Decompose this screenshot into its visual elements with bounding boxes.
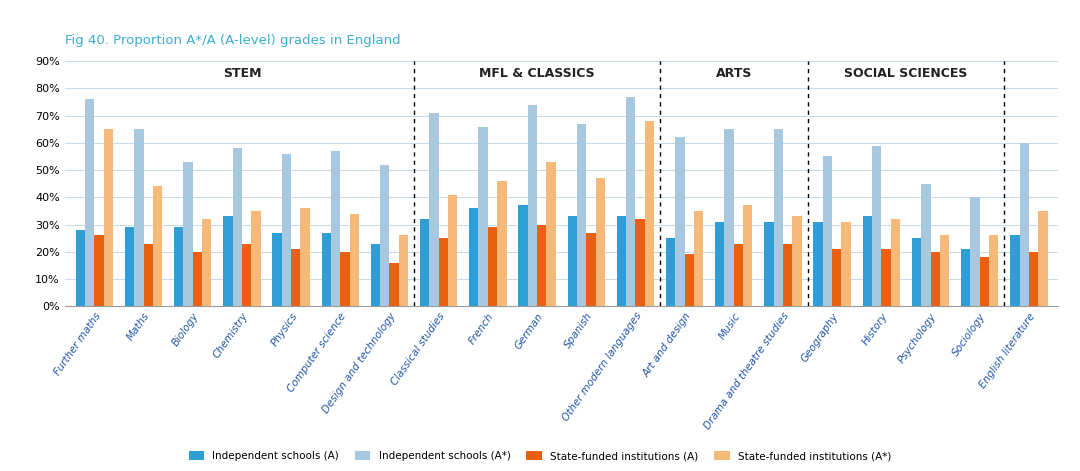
Bar bbox=[282, 154, 292, 306]
Bar bbox=[546, 162, 556, 306]
Bar bbox=[980, 257, 989, 306]
Bar bbox=[134, 129, 144, 306]
Bar bbox=[94, 236, 104, 306]
Bar bbox=[773, 129, 783, 306]
Bar bbox=[350, 214, 359, 306]
Bar bbox=[518, 205, 528, 306]
Bar bbox=[242, 244, 252, 306]
Bar bbox=[330, 151, 340, 306]
Bar bbox=[85, 99, 94, 306]
Bar bbox=[586, 233, 595, 306]
Bar bbox=[370, 244, 380, 306]
Bar bbox=[841, 222, 851, 306]
Bar bbox=[184, 162, 192, 306]
Bar bbox=[1029, 252, 1038, 306]
Bar bbox=[488, 227, 497, 306]
Bar bbox=[567, 216, 577, 306]
Bar bbox=[912, 238, 921, 306]
Legend: Independent schools (A), Independent schools (A*), State-funded institutions (A): Independent schools (A), Independent sch… bbox=[189, 451, 891, 461]
Bar bbox=[970, 197, 980, 306]
Bar bbox=[202, 219, 212, 306]
Bar bbox=[380, 165, 390, 306]
Bar bbox=[469, 208, 478, 306]
Bar bbox=[1010, 236, 1020, 306]
Bar bbox=[577, 124, 586, 306]
Bar bbox=[125, 227, 134, 306]
Bar bbox=[340, 252, 350, 306]
Bar bbox=[863, 216, 872, 306]
Bar bbox=[626, 97, 635, 306]
Bar bbox=[675, 138, 685, 306]
Text: Fig 40. Proportion A*/A (A-level) grades in England: Fig 40. Proportion A*/A (A-level) grades… bbox=[65, 34, 401, 47]
Bar bbox=[961, 249, 970, 306]
Bar bbox=[595, 178, 605, 306]
Bar bbox=[537, 225, 546, 306]
Bar bbox=[399, 236, 408, 306]
Bar bbox=[733, 244, 743, 306]
Bar bbox=[940, 236, 949, 306]
Bar bbox=[478, 127, 488, 306]
Bar bbox=[429, 113, 438, 306]
Bar bbox=[715, 222, 725, 306]
Bar bbox=[783, 244, 793, 306]
Bar bbox=[635, 219, 645, 306]
Bar bbox=[617, 216, 626, 306]
Text: ARTS: ARTS bbox=[716, 67, 752, 80]
Bar bbox=[743, 205, 753, 306]
Bar bbox=[931, 252, 940, 306]
Bar bbox=[252, 211, 260, 306]
Bar bbox=[390, 263, 399, 306]
Bar bbox=[793, 216, 801, 306]
Bar bbox=[153, 187, 162, 306]
Bar bbox=[891, 219, 900, 306]
Text: MFL & CLASSICS: MFL & CLASSICS bbox=[480, 67, 595, 80]
Bar bbox=[685, 254, 694, 306]
Bar bbox=[989, 236, 998, 306]
Bar bbox=[448, 195, 457, 306]
Bar bbox=[813, 222, 823, 306]
Bar bbox=[104, 129, 113, 306]
Bar bbox=[224, 216, 232, 306]
Bar bbox=[832, 249, 841, 306]
Bar bbox=[497, 181, 507, 306]
Bar bbox=[872, 146, 881, 306]
Bar bbox=[528, 105, 537, 306]
Bar bbox=[1020, 143, 1029, 306]
Bar bbox=[881, 249, 891, 306]
Bar bbox=[76, 230, 85, 306]
Bar bbox=[765, 222, 773, 306]
Bar bbox=[420, 219, 429, 306]
Bar bbox=[322, 233, 330, 306]
Bar bbox=[438, 238, 448, 306]
Bar bbox=[921, 184, 931, 306]
Bar bbox=[694, 211, 703, 306]
Bar bbox=[666, 238, 675, 306]
Text: STEM: STEM bbox=[222, 67, 261, 80]
Bar bbox=[725, 129, 733, 306]
Bar bbox=[300, 208, 310, 306]
Bar bbox=[823, 156, 832, 306]
Text: SOCIAL SCIENCES: SOCIAL SCIENCES bbox=[845, 67, 968, 80]
Bar bbox=[232, 148, 242, 306]
Bar bbox=[174, 227, 184, 306]
Bar bbox=[272, 233, 282, 306]
Bar bbox=[645, 121, 654, 306]
Bar bbox=[192, 252, 202, 306]
Bar bbox=[292, 249, 300, 306]
Bar bbox=[1038, 211, 1048, 306]
Bar bbox=[144, 244, 153, 306]
